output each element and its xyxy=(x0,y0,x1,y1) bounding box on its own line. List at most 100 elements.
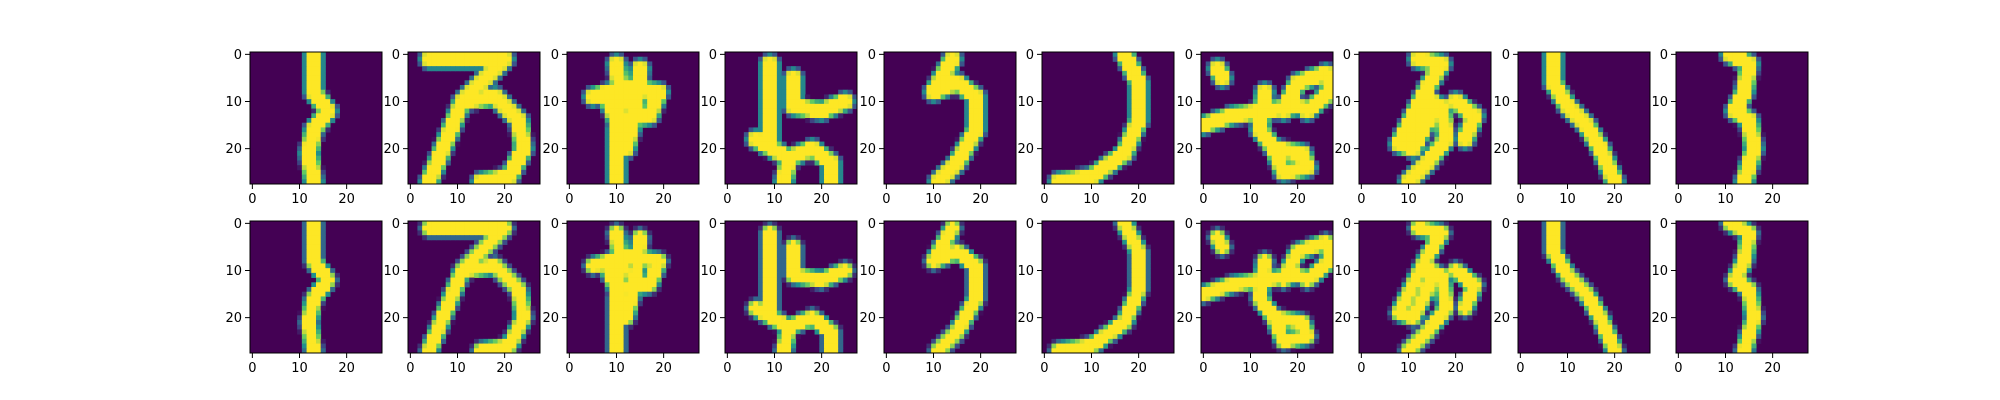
pixel-cell xyxy=(530,141,536,147)
pixel-cell xyxy=(833,348,839,354)
pixel-cell xyxy=(306,127,312,133)
pixel-cell xyxy=(842,272,848,278)
pixel-cell xyxy=(964,160,970,166)
pixel-cell xyxy=(497,277,503,283)
pixel-cell xyxy=(819,179,825,185)
pixel-cell xyxy=(1136,136,1142,142)
pixel-cell xyxy=(1439,75,1445,81)
pixel-cell xyxy=(656,94,662,100)
pixel-cell xyxy=(474,56,480,62)
pixel-cell xyxy=(1122,221,1128,227)
pixel-cell xyxy=(604,287,610,293)
pixel-cell xyxy=(316,225,322,231)
pixel-cell xyxy=(521,329,527,335)
pixel-cell xyxy=(824,348,830,354)
pixel-cell xyxy=(618,70,624,76)
pixel-cell xyxy=(637,268,643,274)
pixel-cell xyxy=(516,127,522,133)
pixel-cell xyxy=(1415,277,1421,283)
x-tick-label: 10 xyxy=(766,361,783,376)
pixel-cell xyxy=(1318,99,1324,105)
pixel-cell xyxy=(647,113,653,119)
pixel-cell xyxy=(1415,122,1421,128)
pixel-cell xyxy=(1410,108,1416,114)
pixel-cell xyxy=(1453,301,1459,307)
pixel-cell xyxy=(776,329,782,335)
pixel-cell xyxy=(431,343,437,349)
pixel-cell xyxy=(301,52,307,58)
pixel-cell xyxy=(1727,103,1733,109)
pixel-cell xyxy=(1304,141,1310,147)
pixel-cell xyxy=(1439,291,1445,297)
pixel-cell xyxy=(1396,132,1402,138)
pixel-cell xyxy=(1396,127,1402,133)
pixel-cell xyxy=(316,113,322,119)
pixel-cell xyxy=(301,80,307,86)
pixel-cell xyxy=(945,61,951,67)
pixel-cell xyxy=(1439,239,1445,245)
pixel-cell xyxy=(1481,108,1487,114)
pixel-cell xyxy=(1065,174,1071,180)
pixel-cell xyxy=(1318,89,1324,95)
pixel-cell xyxy=(1401,310,1407,316)
pixel-cell xyxy=(609,305,615,311)
pixel-cell xyxy=(838,277,844,283)
pixel-cell xyxy=(502,282,508,288)
pixel-cell xyxy=(1271,320,1277,326)
pixel-cell xyxy=(609,80,615,86)
pixel-cell xyxy=(507,118,513,124)
pixel-cell xyxy=(1136,282,1142,288)
pixel-cell xyxy=(1387,305,1393,311)
pixel-cell xyxy=(618,61,624,67)
pixel-cell xyxy=(633,66,639,72)
pixel-cell xyxy=(1234,108,1240,114)
pixel-cell xyxy=(1215,225,1221,231)
pixel-cell xyxy=(1429,258,1435,264)
pixel-cell xyxy=(1574,113,1580,119)
pixel-cell xyxy=(1224,230,1230,236)
pixel-cell xyxy=(935,338,941,344)
pixel-cell xyxy=(1248,99,1254,105)
pixel-cell xyxy=(1429,94,1435,100)
pixel-cell xyxy=(1410,343,1416,349)
pixel-cell xyxy=(1145,287,1151,293)
pixel-cell xyxy=(1602,169,1608,175)
x-tick-label: 10 xyxy=(1400,192,1417,207)
pixel-cell xyxy=(1415,113,1421,119)
pixel-cell xyxy=(809,99,815,105)
pixel-cell xyxy=(618,89,624,95)
pixel-cell xyxy=(445,305,451,311)
pixel-cell xyxy=(492,179,498,185)
pixel-cell xyxy=(492,221,498,227)
pixel-cell xyxy=(767,239,773,245)
pixel-cell xyxy=(838,334,844,340)
pixel-cell xyxy=(488,249,494,255)
pixel-cell xyxy=(748,296,754,302)
pixel-cell xyxy=(1396,343,1402,349)
pixel-cell xyxy=(609,70,615,76)
pixel-cell xyxy=(316,165,322,171)
pixel-cell xyxy=(1271,310,1277,316)
pixel-cell xyxy=(301,258,307,264)
pixel-cell xyxy=(1323,258,1329,264)
pixel-cell xyxy=(1281,268,1287,274)
pixel-cell xyxy=(595,254,601,260)
pixel-cell xyxy=(609,225,615,231)
pixel-cell xyxy=(1406,136,1412,142)
pixel-cell xyxy=(1290,70,1296,76)
pixel-cell xyxy=(1443,310,1449,316)
pixel-cell xyxy=(800,160,806,166)
pixel-cell xyxy=(1746,89,1752,95)
pixel-cell xyxy=(483,338,489,344)
pixel-cell xyxy=(748,305,754,311)
pixel-cell xyxy=(824,282,830,288)
pixel-cell xyxy=(1429,296,1435,302)
pixel-cell xyxy=(940,230,946,236)
pixel-cell xyxy=(459,103,465,109)
pixel-cell xyxy=(1131,113,1137,119)
pixel-cell xyxy=(945,254,951,260)
y-tick-label: 10 xyxy=(1176,95,1193,110)
pixel-cell xyxy=(450,315,456,321)
pixel-cell xyxy=(492,258,498,264)
pixel-cell xyxy=(1439,118,1445,124)
